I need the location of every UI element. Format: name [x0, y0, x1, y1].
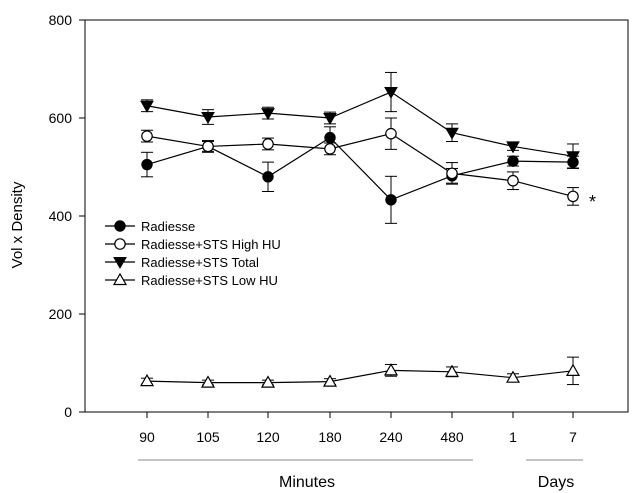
- data-point: [113, 257, 127, 270]
- series-3: [140, 71, 580, 169]
- data-point: [141, 130, 153, 142]
- data-point: [323, 113, 337, 126]
- x-tick-label: 1: [509, 429, 517, 445]
- x-axis-label-minutes: Minutes: [279, 474, 335, 491]
- data-point: [139, 373, 155, 387]
- data-point: [324, 143, 336, 155]
- x-tick-label: 105: [196, 429, 220, 445]
- x-tick-label: 180: [318, 429, 342, 445]
- x-tick-label: 90: [139, 429, 155, 445]
- legend-label: Radiesse+STS Low HU: [141, 273, 278, 288]
- data-point: [114, 220, 126, 232]
- data-point: [507, 155, 519, 167]
- y-tick-label: 600: [49, 110, 73, 126]
- data-point: [507, 174, 519, 187]
- data-point: [201, 112, 215, 125]
- data-point: [444, 364, 460, 377]
- legend-label: Radiesse+STS High HU: [141, 237, 281, 252]
- data-point: [506, 141, 520, 154]
- data-point: [202, 140, 214, 153]
- data-point: [260, 375, 276, 388]
- y-tick-label: 200: [49, 306, 73, 322]
- data-point: [446, 167, 458, 180]
- data-point: [445, 127, 459, 140]
- series-line: [146, 133, 574, 197]
- x-axis-label-days: Days: [538, 474, 574, 491]
- data-point: [385, 194, 397, 206]
- y-tick-label: 400: [49, 208, 73, 224]
- data-point: [324, 131, 336, 144]
- legend-item: Radiesse+STS Low HU: [105, 272, 278, 288]
- x-tick-label: 480: [440, 429, 464, 445]
- data-point: [262, 171, 274, 183]
- data-point: [566, 151, 580, 164]
- data-point: [114, 238, 126, 250]
- series-line: [146, 91, 574, 157]
- data-point: [505, 370, 521, 383]
- y-tick-label: 0: [64, 404, 72, 420]
- data-point: [261, 108, 275, 121]
- data-point: [200, 375, 216, 388]
- series-4: [139, 356, 581, 388]
- data-point: [385, 127, 397, 140]
- data-point: [262, 138, 274, 150]
- significance-annotation: *: [589, 192, 596, 212]
- x-tick-label: 7: [569, 429, 577, 445]
- legend-label: Radiesse: [141, 219, 195, 234]
- y-tick-label: 800: [49, 12, 73, 28]
- data-point: [384, 87, 398, 100]
- data-point: [567, 190, 579, 203]
- plot-frame: [84, 19, 629, 413]
- legend-label: Radiesse+STS Total: [141, 255, 259, 270]
- x-tick-label: 240: [379, 429, 403, 445]
- series-2: [141, 117, 579, 206]
- legend-item: Radiesse+STS Total: [105, 255, 259, 270]
- legend-item: Radiesse: [105, 219, 195, 234]
- data-point: [322, 374, 338, 387]
- data-point: [140, 100, 154, 113]
- x-tick-label: 120: [256, 429, 280, 445]
- data-point: [112, 272, 128, 286]
- legend-item: Radiesse+STS High HU: [105, 237, 281, 252]
- series-line: [146, 369, 574, 384]
- y-axis-label: Vol x Density: [9, 181, 26, 268]
- data-point: [383, 363, 399, 376]
- legend: Radiesse Radiesse+STS High HU Radiesse+STS…: [105, 219, 281, 288]
- series-line: [146, 136, 574, 201]
- data-point: [141, 158, 153, 171]
- data-point: [565, 363, 581, 376]
